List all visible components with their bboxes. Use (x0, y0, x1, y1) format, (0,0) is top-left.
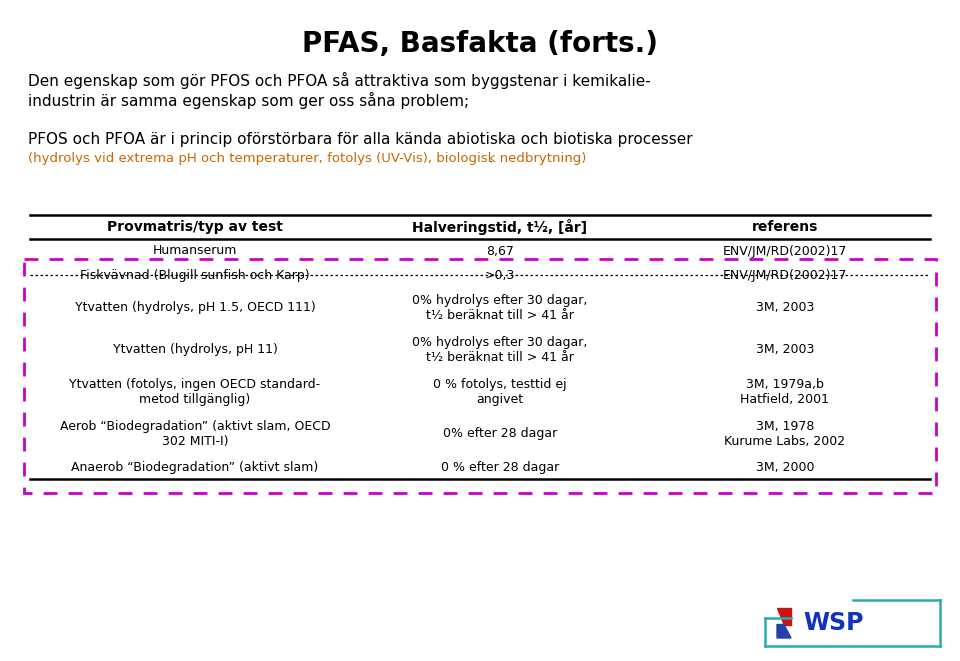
Bar (24, 259, 936, 493)
Text: 3M, 1978
Kurume Labs, 2002: 3M, 1978 Kurume Labs, 2002 (725, 420, 846, 448)
Text: Halveringstid, t½, [år]: Halveringstid, t½, [år] (413, 219, 588, 235)
Text: Aerob “Biodegradation” (aktivt slam, OECD
302 MITI-I): Aerob “Biodegradation” (aktivt slam, OEC… (60, 420, 330, 448)
Text: Humanserum: Humanserum (153, 245, 237, 258)
Text: 3M, 2000: 3M, 2000 (756, 461, 814, 473)
Polygon shape (777, 625, 791, 638)
Text: referens: referens (752, 220, 818, 234)
Text: PFAS, Basfakta (forts.): PFAS, Basfakta (forts.) (302, 30, 658, 58)
Text: ENV/JM/RD(2002)17: ENV/JM/RD(2002)17 (723, 268, 847, 282)
Text: 3M, 2003: 3M, 2003 (756, 344, 814, 356)
Text: 0% hydrolys efter 30 dagar,
t½ beräknat till > 41 år: 0% hydrolys efter 30 dagar, t½ beräknat … (412, 294, 588, 322)
Text: 3M, 1979a,b
Hatfield, 2001: 3M, 1979a,b Hatfield, 2001 (740, 378, 829, 406)
Text: Provmatris/typ av test: Provmatris/typ av test (108, 220, 283, 234)
Text: Ytvatten (fotolys, ingen OECD standard-
metod tillgänglig): Ytvatten (fotolys, ingen OECD standard- … (69, 378, 321, 406)
Text: Den egenskap som gör PFOS och PFOA så attraktiva som byggstenar i kemikalie-: Den egenskap som gör PFOS och PFOA så at… (28, 72, 651, 89)
Text: 8,67: 8,67 (486, 245, 514, 258)
Text: >0,3: >0,3 (485, 268, 516, 282)
Text: ENV/JM/RD(2002)17: ENV/JM/RD(2002)17 (723, 245, 847, 258)
Text: .: . (489, 152, 492, 165)
Text: 0 % fotolys, testtid ej
angivet: 0 % fotolys, testtid ej angivet (433, 378, 566, 406)
Text: 0 % efter 28 dagar: 0 % efter 28 dagar (441, 461, 559, 473)
Text: 0% hydrolys efter 30 dagar,
t½ beräknat till > 41 år: 0% hydrolys efter 30 dagar, t½ beräknat … (412, 336, 588, 364)
Text: industrin är samma egenskap som ger oss såna problem;: industrin är samma egenskap som ger oss … (28, 92, 469, 109)
Text: Anaerob “Biodegradation” (aktivt slam): Anaerob “Biodegradation” (aktivt slam) (71, 461, 319, 473)
Text: 0% efter 28 dagar: 0% efter 28 dagar (443, 428, 557, 440)
Text: WSP: WSP (803, 611, 863, 635)
Text: 3M, 2003: 3M, 2003 (756, 301, 814, 315)
Text: (hydrolys vid extrema pH och temperaturer, fotolys (UV-Vis), biologisk nedbrytni: (hydrolys vid extrema pH och temperature… (28, 152, 587, 165)
Text: PFOS och PFOA är i princip oförstörbara för alla kända abiotiska och biotiska pr: PFOS och PFOA är i princip oförstörbara … (28, 132, 692, 147)
Polygon shape (777, 608, 791, 625)
Text: Ytvatten (hydrolys, pH 1.5, OECD 111): Ytvatten (hydrolys, pH 1.5, OECD 111) (75, 301, 316, 315)
Text: Ytvatten (hydrolys, pH 11): Ytvatten (hydrolys, pH 11) (112, 344, 277, 356)
Text: Fiskvävnad (Blugill sunfish och Karp): Fiskvävnad (Blugill sunfish och Karp) (81, 268, 310, 282)
